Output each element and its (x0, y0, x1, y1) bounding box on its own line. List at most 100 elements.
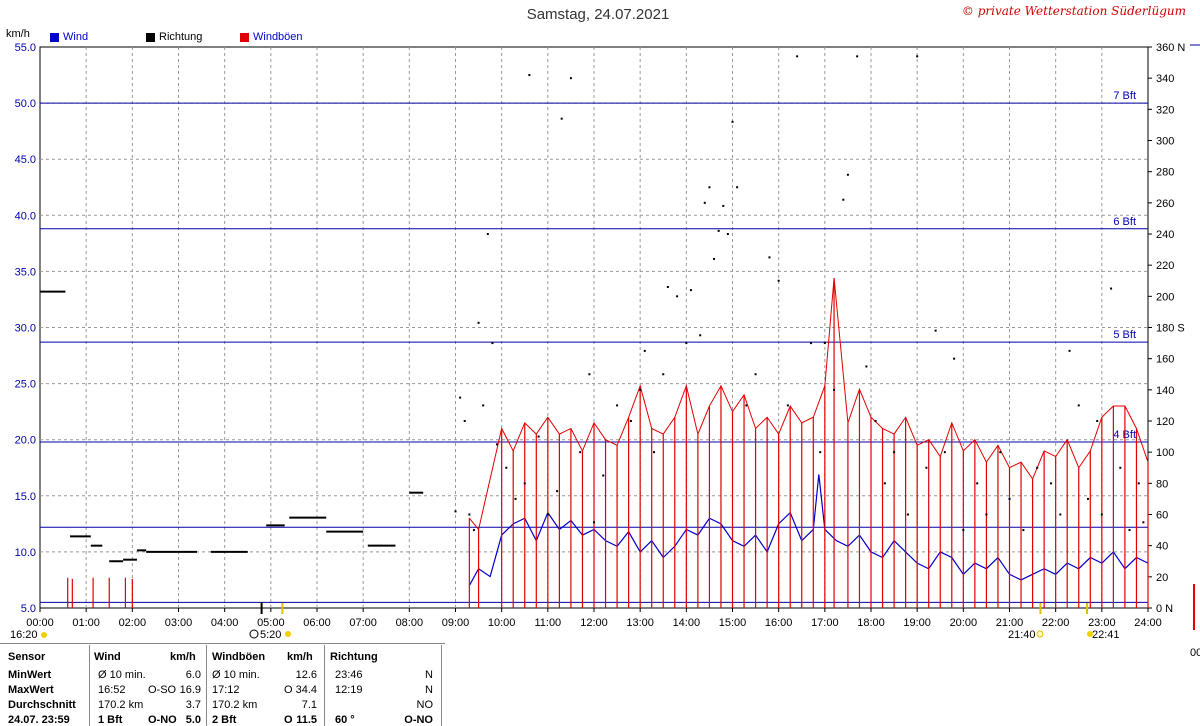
y-left-tick-label: 25.0 (15, 379, 36, 391)
stats-label-cell: Durchschnitt (8, 699, 76, 711)
direction-point (556, 490, 559, 493)
direction-point (893, 451, 896, 454)
direction-point (676, 295, 679, 298)
direction-point (925, 466, 928, 469)
y-right-tick-label: 360 N (1156, 42, 1185, 54)
beaufort-label: 7 Bft (1113, 90, 1136, 102)
direction-point (482, 404, 485, 407)
direction-point (786, 404, 789, 407)
y-right-tick-label: 80 (1156, 478, 1168, 490)
x-tick-label: 00:00 (26, 617, 54, 629)
direction-point (846, 173, 849, 176)
y-left-tick-label: 40.0 (15, 210, 36, 222)
x-tick-label: 19:00 (903, 617, 931, 629)
direction-point (962, 529, 965, 532)
stats-wind-v-cell: 6.0 (185, 669, 201, 681)
x-tick-label: 16:00 (765, 617, 793, 629)
direction-point (819, 451, 822, 454)
direction-point (934, 329, 937, 332)
stats-header-gust-unit: km/h (287, 651, 313, 663)
direction-point (754, 373, 757, 376)
x-tick-label: 08:00 (396, 617, 424, 629)
direction-point (1096, 420, 1099, 422)
direction-point (1068, 349, 1071, 352)
stats-wind-b-cell: O-NO (148, 714, 177, 726)
direction-point (463, 420, 466, 422)
direction-point (468, 513, 471, 516)
legend-richtung: Richtung (146, 31, 202, 43)
direction-point (833, 388, 836, 391)
x-tick-label: 05:00 (257, 617, 285, 629)
x-tick-label: 23:00 (1088, 617, 1116, 629)
sun-icon (285, 631, 291, 637)
stats-table: Sensor Wind km/h Windböen km/h Richtung … (0, 641, 445, 726)
stats-gust-v-cell: 34.4 (295, 684, 317, 696)
stats-divider-1 (89, 645, 90, 726)
y-left-tick-label: 45.0 (15, 154, 36, 166)
direction-point (643, 349, 646, 352)
y-left-tick-label: 35.0 (15, 266, 36, 278)
footer-moon: 22:41 (1092, 629, 1120, 641)
direction-point (736, 186, 739, 189)
y-right-tick-label: 140 (1156, 385, 1174, 397)
direction-point (726, 233, 729, 235)
x-tick-label: 13:00 (626, 617, 654, 629)
sun-icon (41, 632, 47, 638)
direction-point (708, 186, 711, 189)
stats-gust-b-cell: O (284, 684, 293, 696)
stats-dir-v-cell: N (425, 684, 433, 696)
direction-point (602, 474, 605, 477)
direction-point (662, 373, 665, 376)
direction-point (546, 513, 549, 516)
direction-point (523, 482, 526, 485)
direction-point (985, 513, 988, 516)
stats-gust-a-cell: 2 Bft (212, 714, 237, 726)
direction-point (537, 435, 540, 438)
direction-point (943, 451, 946, 454)
y-right-tick-label: 220 (1156, 260, 1174, 272)
y-right-tick-label: 20 (1156, 572, 1168, 584)
direction-point (1008, 497, 1011, 500)
edge-label: 00 (1190, 647, 1200, 659)
direction-point (1119, 466, 1122, 469)
direction-point (722, 204, 725, 207)
x-tick-label: 03:00 (165, 617, 193, 629)
stats-top-divider (0, 643, 445, 644)
direction-point (703, 201, 706, 204)
y-left-tick-label: 55.0 (15, 42, 36, 54)
beaufort-label: 5 Bft (1113, 329, 1136, 341)
x-tick-label: 11:00 (534, 617, 561, 629)
y-left-tick-label: 15.0 (15, 491, 36, 503)
legend-richtung-label: Richtung (159, 31, 203, 43)
direction-point (685, 342, 688, 345)
direction-point (1086, 497, 1089, 500)
direction-point (856, 55, 859, 58)
y-right-tick-label: 40 (1156, 541, 1168, 553)
direction-point (796, 55, 799, 58)
legend-windboeen: Windböen (240, 31, 303, 43)
direction-point (1110, 287, 1113, 290)
stats-gust-a-cell: 170.2 km (212, 699, 258, 711)
legend-windboeen-label: Windböen (253, 31, 303, 43)
x-tick-label: 07:00 (349, 617, 377, 629)
direction-point (953, 357, 956, 360)
stats-wind-a-cell: 1 Bft (98, 714, 123, 726)
legend-wind: Wind (50, 31, 88, 43)
direction-point (653, 451, 656, 454)
y-left-tick-label: 5.0 (21, 603, 36, 615)
footer-left-time: 16:20 (10, 629, 38, 641)
sunrise-icon (249, 629, 259, 639)
x-tick-label: 22:00 (1042, 617, 1070, 629)
stats-dir-t-cell: 60 ° (335, 714, 355, 726)
x-tick-label: 10:00 (488, 617, 516, 629)
legend-wind-label: Wind (63, 31, 89, 43)
stats-gust-v-cell: 11.5 (296, 714, 317, 726)
x-tick-label: 01:00 (72, 617, 100, 629)
x-tick-label: 17:00 (811, 617, 839, 629)
direction-point (491, 342, 494, 345)
stats-header-wind-unit: km/h (170, 651, 196, 663)
stats-wind-v-cell: 3.7 (185, 699, 201, 711)
direction-point (1050, 482, 1053, 485)
direction-point (865, 365, 868, 368)
